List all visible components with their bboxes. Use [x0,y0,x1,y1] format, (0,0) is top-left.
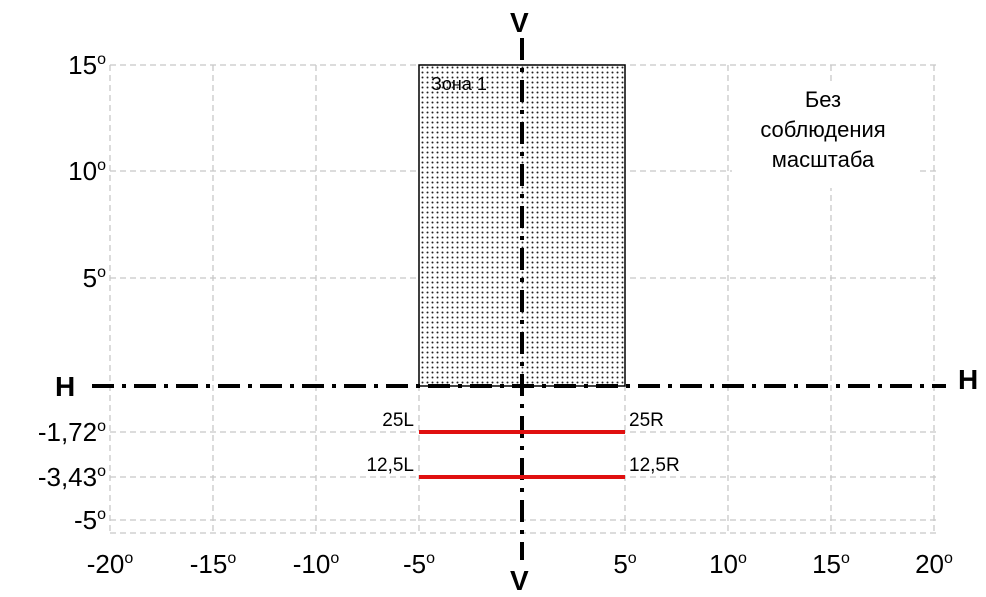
v-axis-label-bottom: V [510,565,529,596]
x-tick-label: -5o [403,549,435,579]
degree-symbol: o [841,550,850,567]
degree-symbol: o [628,550,637,567]
axes [92,38,946,560]
y-tick-label: 5o [83,263,106,293]
h-axis-label-right: H [958,364,978,395]
cutoff-lines: 25L 25R 12,5L 12,5R [366,410,680,479]
x-tick-label: 5o [613,549,636,579]
x-tick-label: 15o [812,549,850,579]
degree-symbol: o [330,550,339,567]
degree-symbol: o [97,264,106,281]
x-tick-label: 20o [915,549,953,579]
degree-symbol: o [97,418,106,435]
x-tick-label: -15o [190,549,237,579]
x-tick-label: -10o [293,549,340,579]
scale-note: Без соблюдения масштаба [760,87,885,172]
y-tick-label: -5o [74,505,106,535]
degree-symbol: o [944,550,953,567]
scale-note-line: масштаба [772,147,875,172]
cutoff-line-label-left: 25L [382,410,414,431]
degree-symbol: o [124,550,133,567]
x-tick-labels: -20o -15o -10o -5o 5o 10o 15o 20o [87,549,953,579]
cutoff-line-label-right: 12,5R [629,455,680,476]
cutoff-line-label-left: 12,5L [366,455,414,476]
degree-symbol: o [227,550,236,567]
degree-symbol: o [97,51,106,68]
cutoff-line-label-right: 25R [629,410,664,431]
scale-note-line: Без [805,87,841,112]
zone-1-label: Зона 1 [431,74,487,94]
y-tick-labels: 15o 10o 5o -1,72o -3,43o -5o [38,50,106,535]
degree-symbol: o [97,506,106,523]
degree-symbol: o [97,157,106,174]
degree-symbol: o [426,550,435,567]
x-tick-label: 10o [709,549,747,579]
v-axis-label-top: V [510,7,529,38]
y-tick-label: -1,72o [38,417,106,447]
y-tick-label: -3,43o [38,462,106,492]
degree-symbol: o [738,550,747,567]
scale-note-background [732,84,916,188]
x-tick-label: -20o [87,549,134,579]
h-axis-label-left: H [55,371,75,402]
y-tick-label: 15o [68,50,106,80]
scale-note-line: соблюдения [760,117,885,142]
y-tick-label: 10o [68,156,106,186]
degree-symbol: o [97,463,106,480]
